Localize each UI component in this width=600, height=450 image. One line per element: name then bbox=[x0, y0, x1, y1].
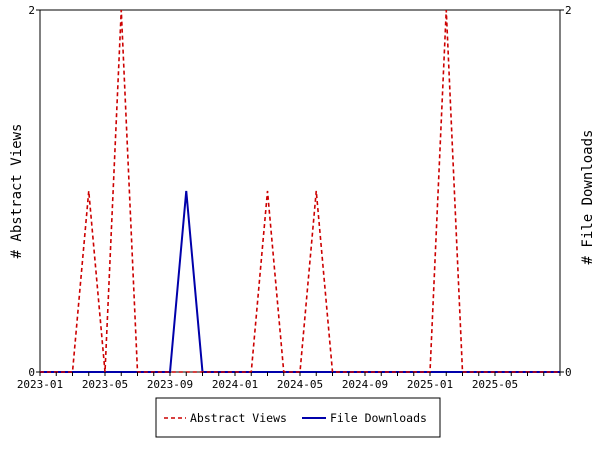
axis-layer: 2023-01 2023-05 2023-09 2024-01 2024-05 2024-… bbox=[17, 4, 572, 391]
y2-tick-label: 2 bbox=[565, 4, 572, 17]
x-tick-label: 2023-01 bbox=[17, 378, 63, 391]
x-tick-label: 2023-05 bbox=[82, 378, 128, 391]
x-tick-label: 2024-01 bbox=[212, 378, 258, 391]
y-tick-label: 0 bbox=[28, 366, 35, 379]
x-tick-label: 2025-01 bbox=[407, 378, 453, 391]
legend-box bbox=[155, 397, 441, 438]
y-tick-label: 2 bbox=[28, 4, 35, 17]
x-tick-label: 2023-09 bbox=[147, 378, 193, 391]
x-tick-label: 2024-09 bbox=[342, 378, 388, 391]
y-axis-label: # Abstract Views bbox=[9, 124, 25, 259]
legend-label-abstract-views: Abstract Views bbox=[190, 411, 287, 425]
series-line-abstract-views bbox=[40, 9, 560, 373]
legend-label-file-downloads: File Downloads bbox=[330, 411, 427, 425]
y2-axis-label: # File Downloads bbox=[580, 130, 596, 265]
x-tick-label: 2024-05 bbox=[277, 378, 323, 391]
legend: Abstract Views File Downloads bbox=[155, 397, 441, 438]
x-tick-label: 2025-05 bbox=[472, 378, 518, 391]
plot-area bbox=[39, 9, 561, 373]
y2-tick-label: 0 bbox=[565, 366, 572, 379]
